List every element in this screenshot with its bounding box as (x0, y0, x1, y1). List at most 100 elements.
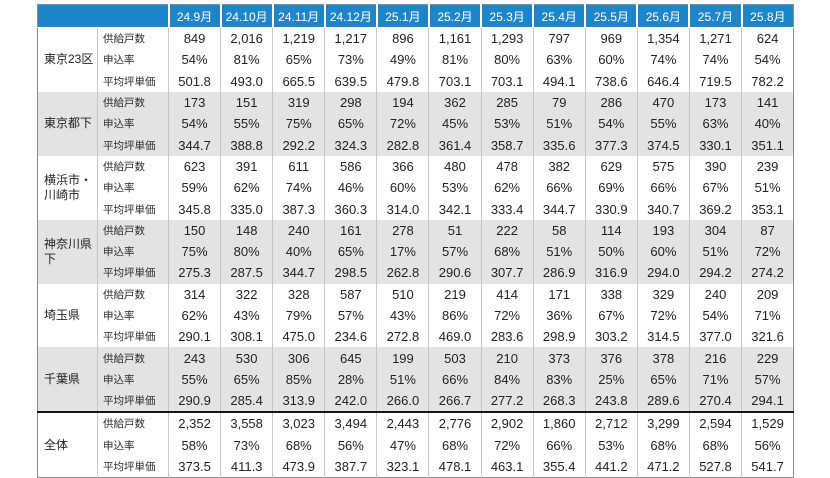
cell-saitama-supply-6: 414 (480, 283, 534, 305)
cell-tokyo-toka-rate-6: 53% (480, 113, 534, 135)
row-tokyo-toka-rate: 申込率 54% 55% 75% 65% 72% 45% 53% 51% 54% 55% 63% 40% (38, 113, 794, 135)
metric-label-tokyo-23ku-rate: 申込率 (97, 49, 169, 71)
cell-zentai-supply-3: 3,494 (324, 411, 377, 435)
cell-tokyo-toka-rate-1: 55% (220, 113, 273, 135)
cell-saitama-rate-7: 36% (532, 304, 586, 327)
cell-tokyo-23ku-rate-7: 63% (532, 49, 586, 71)
cell-yokohama-kawasaki-price-6: 333.4 (480, 198, 534, 220)
cell-yokohama-kawasaki-price-10: 369.2 (688, 198, 742, 220)
cell-tokyo-23ku-supply-2: 1,219 (272, 27, 325, 50)
cell-yokohama-kawasaki-price-4: 314.0 (376, 198, 429, 220)
row-yokohama-kawasaki-supply: 横浜市・川崎市 供給戸数 623 391 611 586 366 480 478 382 629 57… (37, 155, 794, 220)
cell-tokyo-toka-price-4: 282.8 (376, 134, 429, 156)
cell-tokyo-toka-rate-5: 45% (428, 113, 482, 135)
cell-tokyo-23ku-price-5: 703.1 (428, 70, 482, 92)
cell-zentai-supply-11: 1,529 (741, 411, 794, 435)
cell-saitama-price-9: 314.5 (636, 326, 690, 348)
cell-saitama-supply-9: 329 (636, 283, 690, 305)
row-yokohama-kawasaki-price: 平均坪単価 345.8 335.0 387.3 360.3 314.0 342.1 333.4… (38, 198, 794, 220)
cell-yokohama-kawasaki-price-0: 345.8 (167, 198, 221, 220)
cell-chiba-rate-4: 51% (376, 368, 429, 391)
table-body: 東京23区 供給戸数 849 2,016 1,219 1,217 896 1,161 1,293… (37, 27, 794, 478)
cell-tokyo-toka-rate-2: 75% (272, 113, 325, 135)
cell-yokohama-kawasaki-rate-2: 74% (272, 177, 325, 199)
row-zentai-price: 平均坪単価 373.5 411.3 473.9 387.7 323.1 478.1 463.1… (38, 455, 794, 478)
cell-tokyo-23ku-supply-11: 624 (741, 27, 794, 50)
cell-kanagawa-kenka-supply-5: 51 (428, 219, 482, 241)
cell-kanagawa-kenka-supply-1: 148 (220, 219, 273, 241)
row-yokohama-kawasaki-rate: 申込率 59% 62% 74% 46% 60% 53% 62% 66% 69% 66% 67% 51% (38, 177, 794, 199)
cell-chiba-price-0: 290.9 (167, 390, 221, 413)
cell-chiba-rate-0: 55% (167, 368, 221, 391)
cell-kanagawa-kenka-price-3: 298.5 (324, 262, 377, 284)
cell-saitama-supply-5: 219 (428, 283, 482, 305)
row-kanagawa-kenka-supply: 神奈川県下 供給戸数 150 148 240 161 278 51 222 58 114 193 304… (37, 219, 794, 284)
cell-kanagawa-kenka-supply-6: 222 (480, 219, 534, 241)
cell-tokyo-toka-supply-10: 173 (688, 91, 742, 114)
cell-yokohama-kawasaki-supply-7: 382 (532, 155, 586, 178)
cell-saitama-supply-7: 171 (532, 283, 586, 305)
cell-yokohama-kawasaki-rate-11: 51% (741, 177, 794, 199)
cell-saitama-rate-1: 43% (220, 304, 273, 327)
cell-saitama-price-0: 290.1 (167, 326, 221, 348)
cell-kanagawa-kenka-price-10: 294.2 (688, 262, 742, 284)
cell-tokyo-toka-price-10: 330.1 (688, 134, 742, 156)
cell-tokyo-toka-supply-0: 173 (167, 91, 221, 114)
cell-zentai-price-10: 527.8 (688, 455, 742, 478)
cell-yokohama-kawasaki-price-5: 342.1 (428, 198, 482, 220)
metric-label-tokyo-toka-supply: 供給戸数 (97, 91, 169, 114)
row-tokyo-23ku-price: 平均坪単価 501.8 493.0 665.5 639.5 479.8 703.1 703.1… (38, 70, 794, 92)
cell-tokyo-23ku-rate-2: 65% (272, 49, 325, 71)
cell-chiba-rate-6: 84% (480, 368, 534, 391)
cell-zentai-price-1: 411.3 (220, 455, 273, 478)
month-header-2: 24.11月 (271, 4, 325, 28)
cell-kanagawa-kenka-rate-10: 51% (688, 240, 742, 263)
cell-kanagawa-kenka-rate-6: 68% (480, 240, 534, 263)
cell-yokohama-kawasaki-supply-0: 623 (167, 155, 221, 178)
row-tokyo-23ku-rate: 申込率 54% 81% 65% 73% 49% 81% 80% 63% 60% 74% 74% 54% (38, 49, 794, 71)
cell-zentai-rate-2: 68% (272, 434, 325, 456)
cell-tokyo-toka-price-5: 361.4 (428, 134, 482, 156)
cell-tokyo-toka-supply-9: 470 (636, 91, 690, 114)
cell-tokyo-toka-supply-8: 286 (584, 91, 638, 114)
cell-tokyo-23ku-price-11: 782.2 (741, 70, 794, 92)
metric-label-saitama-supply: 供給戸数 (97, 283, 169, 305)
cell-saitama-supply-3: 587 (324, 283, 377, 305)
cell-yokohama-kawasaki-rate-8: 69% (584, 177, 638, 199)
cell-yokohama-kawasaki-price-7: 344.7 (532, 198, 586, 220)
cell-tokyo-toka-supply-11: 141 (741, 91, 794, 114)
cell-chiba-price-4: 266.0 (376, 390, 429, 413)
cell-chiba-price-8: 243.8 (584, 390, 638, 413)
cell-chiba-rate-5: 66% (428, 368, 482, 391)
cell-tokyo-toka-price-6: 358.7 (480, 134, 534, 156)
cell-tokyo-23ku-price-0: 501.8 (167, 70, 221, 92)
cell-tokyo-toka-price-9: 374.5 (636, 134, 690, 156)
row-zentai-rate: 申込率 58% 73% 68% 56% 47% 68% 72% 66% 53% 68% 68% 56% (38, 434, 794, 456)
cell-tokyo-23ku-price-9: 646.4 (636, 70, 690, 92)
cell-chiba-rate-8: 25% (584, 368, 638, 391)
cell-zentai-price-8: 441.2 (584, 455, 638, 478)
region-label-kanagawa-kenka: 神奈川県下 (37, 219, 98, 284)
cell-saitama-price-2: 475.0 (272, 326, 325, 348)
cell-saitama-price-1: 308.1 (220, 326, 273, 348)
cell-yokohama-kawasaki-rate-5: 53% (428, 177, 482, 199)
cell-saitama-rate-2: 79% (272, 304, 325, 327)
cell-tokyo-toka-price-1: 388.8 (220, 134, 273, 156)
cell-chiba-supply-2: 306 (272, 347, 325, 369)
month-header-3: 24.12月 (323, 4, 377, 28)
row-chiba-rate: 申込率 55% 65% 85% 28% 51% 66% 84% 83% 25% 65% 71% 57% (38, 368, 794, 391)
cell-chiba-rate-11: 57% (741, 368, 794, 391)
cell-yokohama-kawasaki-price-11: 353.1 (741, 198, 794, 220)
cell-yokohama-kawasaki-rate-9: 66% (636, 177, 690, 199)
cell-tokyo-23ku-price-6: 703.1 (480, 70, 534, 92)
metric-label-kanagawa-kenka-rate: 申込率 (97, 240, 169, 263)
cell-tokyo-23ku-supply-1: 2,016 (220, 27, 273, 50)
cell-tokyo-toka-rate-4: 72% (376, 113, 429, 135)
month-header-9: 25.6月 (636, 4, 690, 28)
cell-tokyo-23ku-price-7: 494.1 (532, 70, 586, 92)
metric-label-kanagawa-kenka-supply: 供給戸数 (97, 219, 169, 241)
cell-kanagawa-kenka-price-8: 316.9 (584, 262, 638, 284)
cell-zentai-supply-5: 2,776 (428, 411, 482, 435)
cell-kanagawa-kenka-supply-9: 193 (636, 219, 690, 241)
cell-zentai-supply-7: 1,860 (532, 411, 586, 435)
